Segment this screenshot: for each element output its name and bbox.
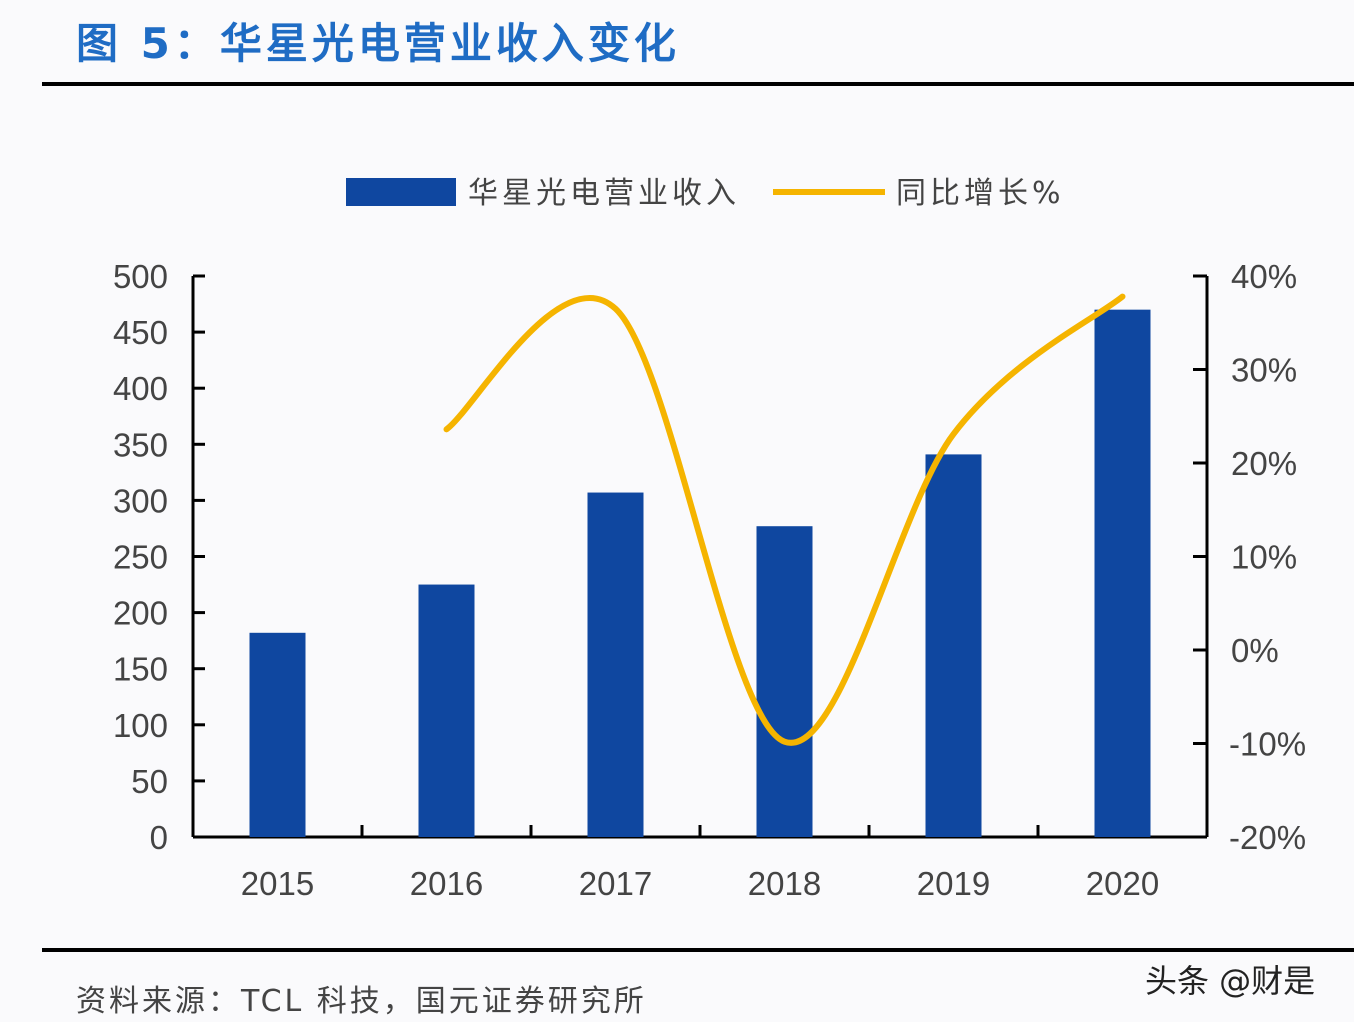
bar-2019 xyxy=(925,454,982,837)
left-tick-label: 300 xyxy=(113,482,168,519)
bar-2017 xyxy=(587,492,644,837)
growth-line xyxy=(443,293,1126,746)
bar-2018 xyxy=(756,526,813,837)
x-tick-label: 2019 xyxy=(917,865,990,902)
legend-bar-label: 华星光电营业收入 xyxy=(468,176,740,211)
x-tick-label: 2020 xyxy=(1086,865,1159,902)
bar-2016 xyxy=(418,584,475,837)
x-tick-label: 2015 xyxy=(241,865,314,902)
x-tick-label: 2017 xyxy=(579,865,652,902)
legend-line-label: 同比增长% xyxy=(896,176,1065,211)
left-tick-label: 100 xyxy=(113,707,168,744)
left-tick-label: 350 xyxy=(113,426,168,463)
right-tick-label: 40% xyxy=(1231,258,1297,295)
left-tick-label: 450 xyxy=(113,314,168,351)
watermark: 头条 @财是 xyxy=(1145,962,1316,1000)
right-tick-label: 20% xyxy=(1231,445,1297,482)
left-tick-label: 0 xyxy=(150,819,168,856)
legend-bar-swatch xyxy=(346,178,456,206)
right-tick-label: -10% xyxy=(1229,726,1306,763)
left-tick-label: 200 xyxy=(113,595,168,632)
left-tick-label: 400 xyxy=(113,370,168,407)
right-tick-label: 10% xyxy=(1231,539,1297,576)
bar-2015 xyxy=(249,632,306,837)
left-tick-label: 250 xyxy=(113,539,168,576)
left-tick-label: 500 xyxy=(113,258,168,295)
x-tick-label: 2018 xyxy=(748,865,821,902)
figure-title: 图 5：华星光电营业收入变化 xyxy=(76,19,680,68)
source-note: 资料来源：TCL 科技，国元证券研究所 xyxy=(76,984,647,1019)
bottom-rule xyxy=(42,948,1354,952)
right-tick-label: -20% xyxy=(1229,819,1306,856)
right-tick-label: 0% xyxy=(1231,632,1279,669)
bar-2020 xyxy=(1094,309,1151,837)
left-tick-label: 150 xyxy=(113,651,168,688)
legend: 华星光电营业收入 同比增长% xyxy=(346,176,1065,211)
top-rule xyxy=(42,82,1354,86)
right-tick-label: 30% xyxy=(1231,352,1297,389)
x-tick-label: 2016 xyxy=(410,865,483,902)
left-tick-label: 50 xyxy=(131,763,168,800)
